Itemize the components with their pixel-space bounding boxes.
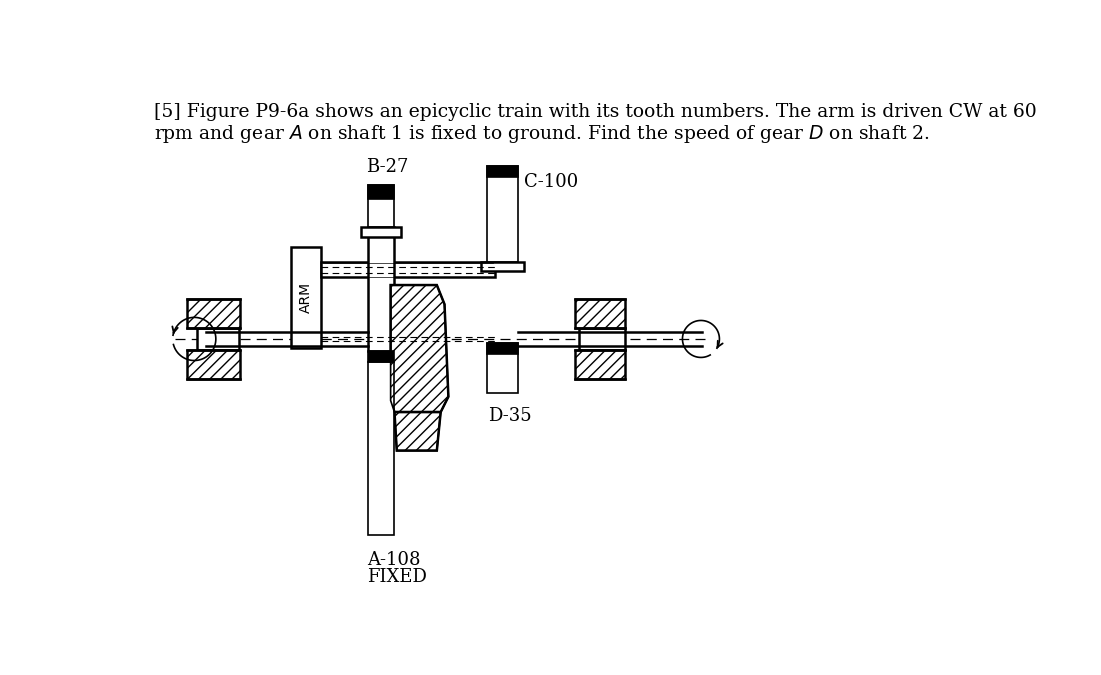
Bar	[368, 227, 394, 351]
Polygon shape	[391, 285, 448, 412]
Text: FIXED: FIXED	[368, 568, 427, 586]
Bar	[197, 328, 239, 350]
Polygon shape	[394, 412, 440, 451]
Text: ARM: ARM	[299, 281, 313, 313]
Bar	[186, 299, 240, 328]
Bar	[186, 350, 240, 379]
Text: rpm and gear $A$ on shaft 1 is fixed to ground. Find the speed of gear $D$ on sh: rpm and gear $A$ on shaft 1 is fixed to …	[154, 124, 930, 145]
Bar	[487, 165, 517, 262]
Text: D-35: D-35	[489, 407, 532, 425]
Bar	[487, 343, 517, 393]
Bar	[579, 328, 625, 350]
Text: C-100: C-100	[524, 173, 578, 192]
Bar	[368, 362, 394, 535]
Bar	[321, 262, 494, 277]
Bar	[487, 343, 517, 354]
Bar	[368, 185, 394, 227]
Bar	[291, 246, 321, 348]
Bar	[576, 299, 625, 328]
Bar	[368, 185, 394, 199]
Text: A-108: A-108	[368, 551, 421, 569]
Bar	[481, 262, 524, 271]
Text: B-27: B-27	[366, 158, 408, 176]
Bar	[576, 350, 625, 379]
Text: [5] Figure P9-6a shows an epicyclic train with its tooth numbers. The arm is dri: [5] Figure P9-6a shows an epicyclic trai…	[154, 103, 1037, 121]
Bar	[487, 165, 517, 178]
Bar	[368, 351, 394, 362]
Bar	[361, 227, 401, 236]
